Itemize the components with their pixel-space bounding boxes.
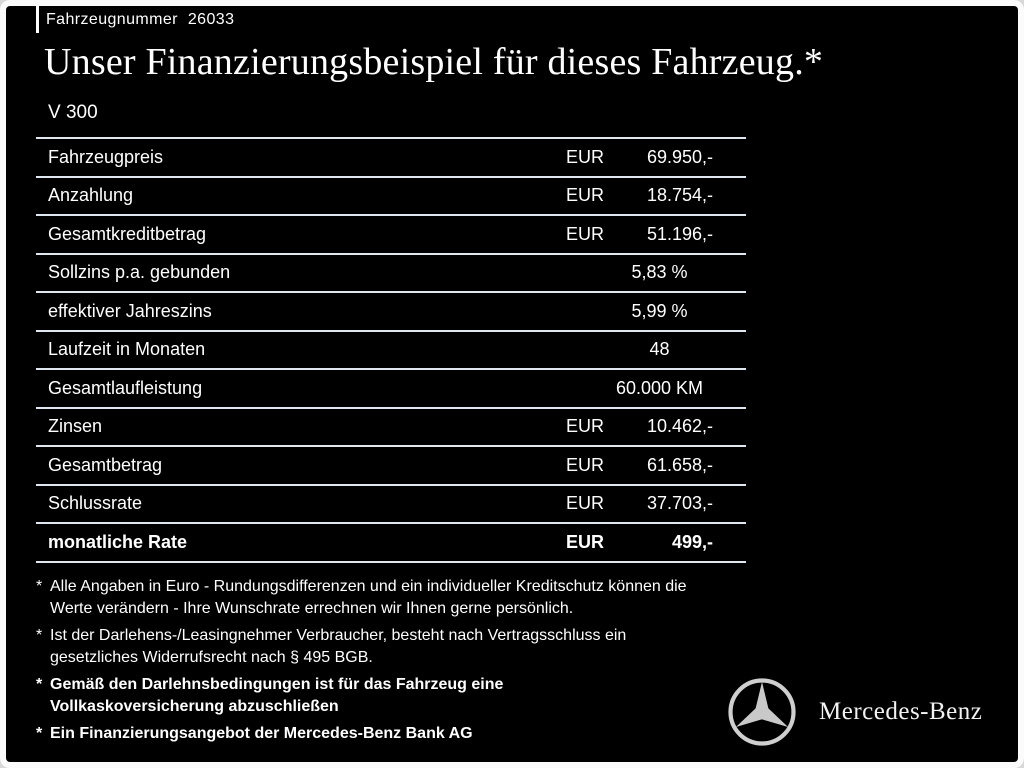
row-currency: EUR	[566, 454, 605, 475]
row-label: Sollzins p.a. gebunden	[48, 262, 231, 283]
table-row: effektiver Jahreszins 5,99 %	[36, 293, 746, 332]
footnote-text: Ist der Darlehens-/Leasingnehmer Verbrau…	[50, 625, 626, 669]
row-label: Gesamtlaufleistung	[48, 377, 203, 398]
row-amount: 5,99 %	[631, 300, 688, 321]
row-value-cell: 48	[566, 339, 713, 360]
table-row: monatliche Rate EUR 499,-	[36, 524, 746, 563]
row-amount: 499,-	[671, 531, 713, 552]
row-currency: EUR	[566, 223, 605, 244]
brand-name: Mercedes-Benz	[819, 698, 983, 725]
row-value-cell: EUR 69.950,-	[566, 147, 713, 168]
brand-area: Mercedes-Benz	[727, 677, 982, 747]
table-row: Fahrzeugpreis EUR 69.950,-	[36, 139, 746, 178]
row-amount: 60.000 KM	[615, 377, 704, 398]
vehicle-number-value: 26033	[187, 11, 235, 28]
vehicle-number-label: Fahrzeugnummer	[46, 11, 178, 28]
row-value-cell: EUR 18.754,-	[566, 185, 713, 206]
row-label: Gesamtbetrag	[48, 454, 163, 475]
row-value-cell: EUR 10.462,-	[566, 416, 713, 437]
footnote: * Alle Angaben in Euro - Rundungsdifferen…	[36, 576, 756, 620]
row-currency: EUR	[566, 531, 605, 552]
row-value-cell: EUR 51.196,-	[566, 224, 713, 245]
row-currency: EUR	[566, 493, 605, 514]
footnote: * Gemäß den Darlehnsbedingungen ist für d…	[36, 674, 756, 718]
mercedes-star-icon	[728, 678, 796, 746]
footnote: * Ist der Darlehens-/Leasingnehmer Verbra…	[36, 625, 756, 669]
row-amount: 48	[649, 339, 670, 360]
footnote-line: gesetzliches Widerrufsrecht nach § 495 B…	[50, 649, 373, 666]
footnote-line: Alle Angaben in Euro - Rundungsdifferenz…	[50, 578, 687, 595]
footnote-marker: *	[36, 627, 43, 644]
table-row: Laufzeit in Monaten 48	[36, 332, 746, 370]
row-amount: 69.950,-	[646, 146, 713, 167]
row-amount: 61.658,-	[646, 454, 713, 475]
footnote-marker: *	[36, 676, 43, 693]
footnote-marker: *	[36, 578, 43, 595]
footnote-line: Vollkaskoversicherung abzuschließen	[50, 698, 339, 715]
row-amount: 18.754,-	[646, 185, 713, 206]
footnote-text: Gemäß den Darlehnsbedingungen ist für da…	[50, 674, 503, 718]
vehicle-number: Fahrzeugnummer 26033	[46, 11, 234, 29]
row-label: Schlussrate	[48, 493, 143, 514]
footnote-line: Werte verändern - Ihre Wunschrate errech…	[50, 600, 574, 617]
row-label: monatliche Rate	[48, 531, 188, 552]
table-row: Schlussrate EUR 37.703,-	[36, 486, 746, 524]
footnote-text: Ein Finanzierungsangebot der Mercedes-Be…	[50, 723, 473, 745]
table-row: Gesamtkreditbetrag EUR 51.196,-	[36, 216, 746, 255]
table-row: Anzahlung EUR 18.754,-	[36, 178, 746, 216]
table-row: Zinsen EUR 10.462,-	[36, 409, 746, 447]
row-currency: EUR	[566, 146, 605, 167]
row-currency: EUR	[566, 416, 605, 437]
row-amount: 5,83 %	[631, 262, 688, 283]
header-tick	[36, 6, 39, 33]
row-value-cell: EUR 61.658,-	[566, 455, 713, 476]
row-label: Zinsen	[48, 416, 103, 437]
financing-table: Fahrzeugpreis EUR 69.950,- Anzahlung EUR 18.7…	[36, 137, 746, 563]
page-title: Unser Finanzierungsbeispiel für dieses F…	[44, 41, 824, 83]
row-amount: 10.462,-	[646, 416, 713, 437]
footnote-line: Ist der Darlehens-/Leasingnehmer Verbrau…	[50, 627, 627, 644]
row-value-cell: 5,83 %	[566, 262, 713, 283]
model-name: V 300	[48, 102, 98, 123]
row-value-cell: EUR 37.703,-	[566, 493, 713, 514]
row-label: effektiver Jahreszins	[48, 300, 212, 321]
row-label: Gesamtkreditbetrag	[48, 223, 207, 244]
table-row: Gesamtlaufleistung 60.000 KM	[36, 370, 746, 409]
row-value-cell: 5,99 %	[566, 301, 713, 322]
row-value-cell: 60.000 KM	[566, 378, 713, 399]
footnote-marker: *	[36, 725, 43, 742]
footnote-text: Alle Angaben in Euro - Rundungsdifferenz…	[50, 576, 687, 620]
row-currency: EUR	[566, 185, 605, 206]
table-row: Gesamtbetrag EUR 61.658,-	[36, 447, 746, 486]
row-value-cell: EUR 499,-	[566, 532, 713, 553]
row-label: Fahrzeugpreis	[48, 146, 164, 167]
row-amount: 37.703,-	[646, 493, 713, 514]
row-amount: 51.196,-	[646, 223, 713, 244]
footnote-line: Gemäß den Darlehnsbedingungen ist für da…	[50, 676, 504, 693]
table-row: Sollzins p.a. gebunden 5,83 %	[36, 255, 746, 293]
footnote: * Ein Finanzierungsangebot der Mercedes-B…	[36, 723, 756, 745]
row-label: Anzahlung	[48, 185, 134, 206]
footnote-line: Ein Finanzierungsangebot der Mercedes-Be…	[50, 725, 473, 742]
footnotes: * Alle Angaben in Euro - Rundungsdifferen…	[36, 576, 756, 750]
row-label: Laufzeit in Monaten	[48, 339, 206, 360]
